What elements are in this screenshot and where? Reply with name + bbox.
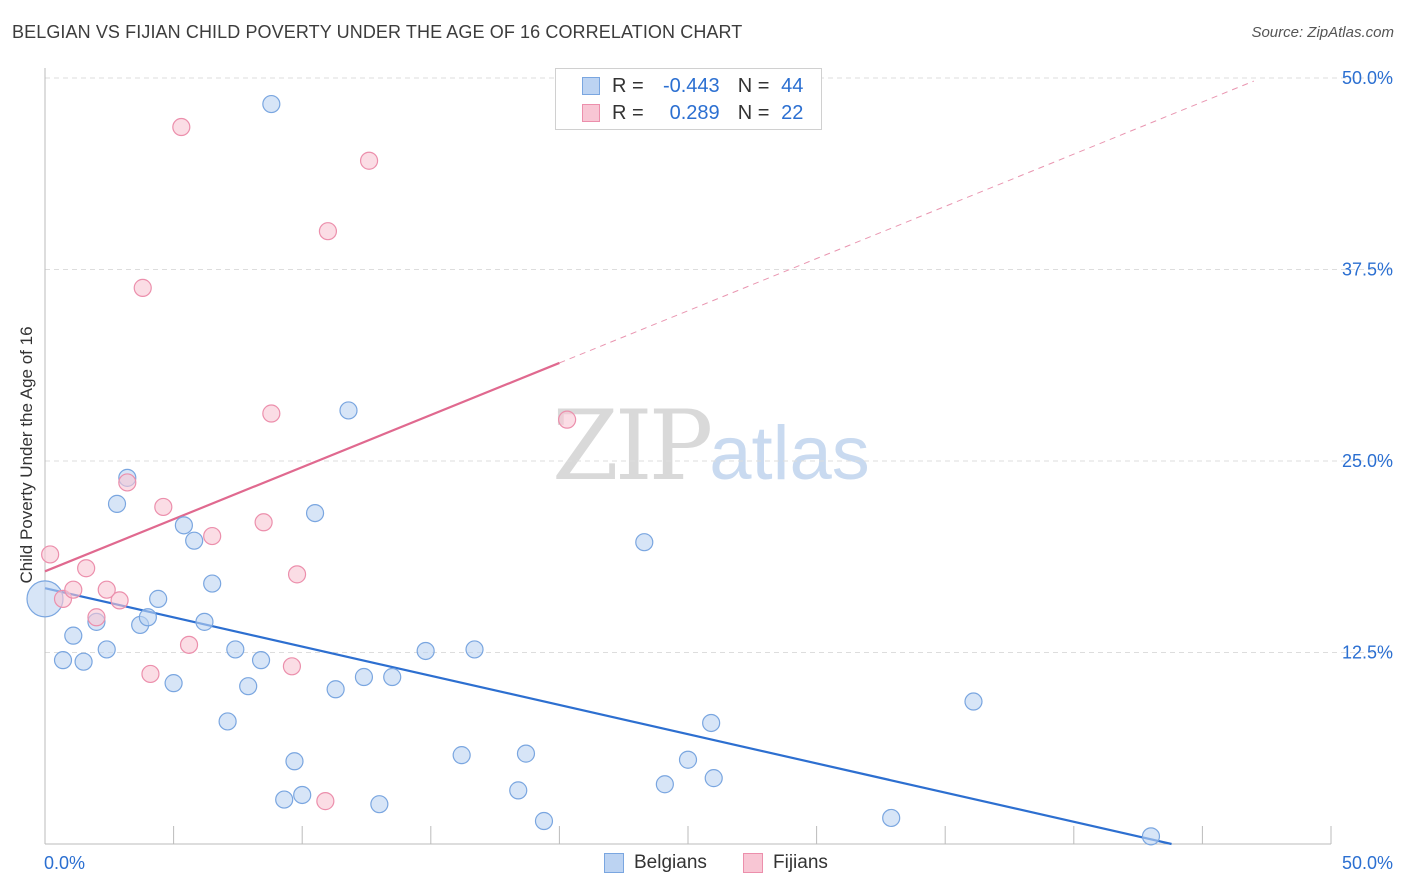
fijians-point	[97, 580, 116, 599]
fijians-point	[41, 545, 60, 564]
y-tick-label: 37.5%	[1342, 260, 1393, 280]
belgians-point	[416, 641, 435, 661]
belgians-point	[275, 790, 294, 809]
legend-item-belgians[interactable]: Belgians	[604, 852, 707, 874]
belgians-point	[655, 775, 674, 794]
belgians-point	[326, 680, 345, 699]
fijians-point	[141, 664, 160, 684]
fijians-trend-line	[44, 361, 560, 573]
fijians-point	[64, 580, 83, 599]
belgians-point	[64, 626, 83, 645]
fijians-point	[87, 608, 106, 627]
fijians-point	[110, 591, 129, 610]
belgians-point	[293, 785, 312, 805]
series-legend: Belgians Fijians	[0, 852, 1406, 876]
legend-row-fijians: R = 0.289 N = 22	[582, 100, 803, 126]
source-label: Source: ZipAtlas.com	[1251, 24, 1394, 41]
belgians-point	[305, 503, 325, 523]
belgians-point	[882, 808, 901, 828]
belgians-point	[370, 795, 389, 814]
fijians-point	[254, 513, 273, 532]
belgians-point	[107, 494, 127, 513]
fijians-point	[316, 792, 335, 811]
legend-item-fijians[interactable]: Fijians	[743, 852, 828, 874]
fijians-point	[154, 497, 173, 517]
belgians-point	[285, 752, 304, 771]
watermark-zip: ZIP	[552, 390, 713, 502]
fijians-legend-swatch	[743, 853, 763, 873]
belgians-point	[74, 652, 93, 671]
belgians-point	[138, 608, 157, 627]
fijians-point	[203, 526, 222, 546]
belgians-point	[251, 651, 271, 670]
legend-n-label: N =	[737, 74, 770, 97]
legend-n-value: 44	[781, 74, 804, 97]
belgians-legend-label: Belgians	[634, 852, 707, 873]
belgians-legend-swatch	[604, 853, 624, 873]
fijians-swatch	[582, 104, 600, 122]
belgians-point	[354, 667, 374, 687]
belgians-point	[516, 744, 536, 763]
belgians-point	[164, 674, 183, 693]
fijians-point	[287, 565, 307, 584]
belgians-swatch	[582, 77, 600, 95]
fijians-trend-extension	[559, 80, 1255, 364]
legend-row-belgians: R = -0.443 N = 44	[582, 73, 803, 99]
fijians-point	[172, 117, 191, 137]
fijians-point	[262, 404, 281, 423]
belgians-point	[185, 531, 204, 550]
legend-n-value: 22	[781, 101, 804, 124]
belgians-point	[964, 692, 983, 711]
watermark-atlas: atlas	[709, 411, 870, 496]
belgians-point	[635, 533, 654, 552]
belgians-point	[534, 811, 554, 831]
legend-r-value: -0.443	[662, 74, 720, 97]
watermark: ZIPatlas	[552, 398, 870, 495]
y-tick-label: 50.0%	[1342, 68, 1393, 88]
fijians-point	[558, 410, 577, 429]
fijians-point	[318, 222, 338, 241]
stats-legend: R = -0.443 N = 44 R = 0.289 N = 22	[555, 68, 822, 130]
belgians-trend-line	[44, 587, 1172, 846]
belgians-point	[452, 746, 471, 765]
belgians-point	[226, 640, 245, 659]
belgians-point	[704, 769, 723, 788]
belgians-point	[702, 713, 721, 733]
belgians-point	[195, 612, 214, 631]
legend-r-value: 0.289	[669, 101, 720, 124]
belgians-point	[678, 750, 698, 769]
fijians-point	[77, 559, 96, 578]
legend-r-label: R =	[612, 101, 644, 124]
belgians-point	[53, 651, 73, 670]
fijians-point	[179, 635, 199, 654]
belgians-point	[1141, 827, 1161, 846]
belgians-point	[174, 516, 193, 535]
y-tick-label: 25.0%	[1342, 451, 1393, 471]
belgians-point	[262, 94, 281, 114]
belgians-point	[218, 712, 237, 731]
belgians-point	[339, 401, 358, 420]
belgians-point	[383, 667, 402, 687]
belgians-point	[239, 677, 258, 696]
belgians-point	[149, 589, 168, 608]
y-tick-label: 12.5%	[1342, 643, 1393, 663]
chart-title: BELGIAN VS FIJIAN CHILD POVERTY UNDER TH…	[12, 22, 743, 42]
fijians-point	[359, 151, 379, 170]
belgians-point	[509, 781, 528, 800]
belgians-point	[465, 640, 484, 659]
fijians-point	[133, 278, 152, 297]
x-tick-label: 0.0%	[44, 853, 85, 873]
belgians-point	[203, 574, 222, 593]
belgians-point	[97, 640, 116, 659]
legend-n-label: N =	[737, 101, 770, 124]
x-tick-label: 50.0%	[1342, 853, 1393, 873]
fijians-point	[118, 473, 137, 492]
fijians-legend-label: Fijians	[773, 852, 828, 873]
legend-r-label: R =	[612, 74, 644, 97]
fijians-point	[282, 657, 302, 676]
